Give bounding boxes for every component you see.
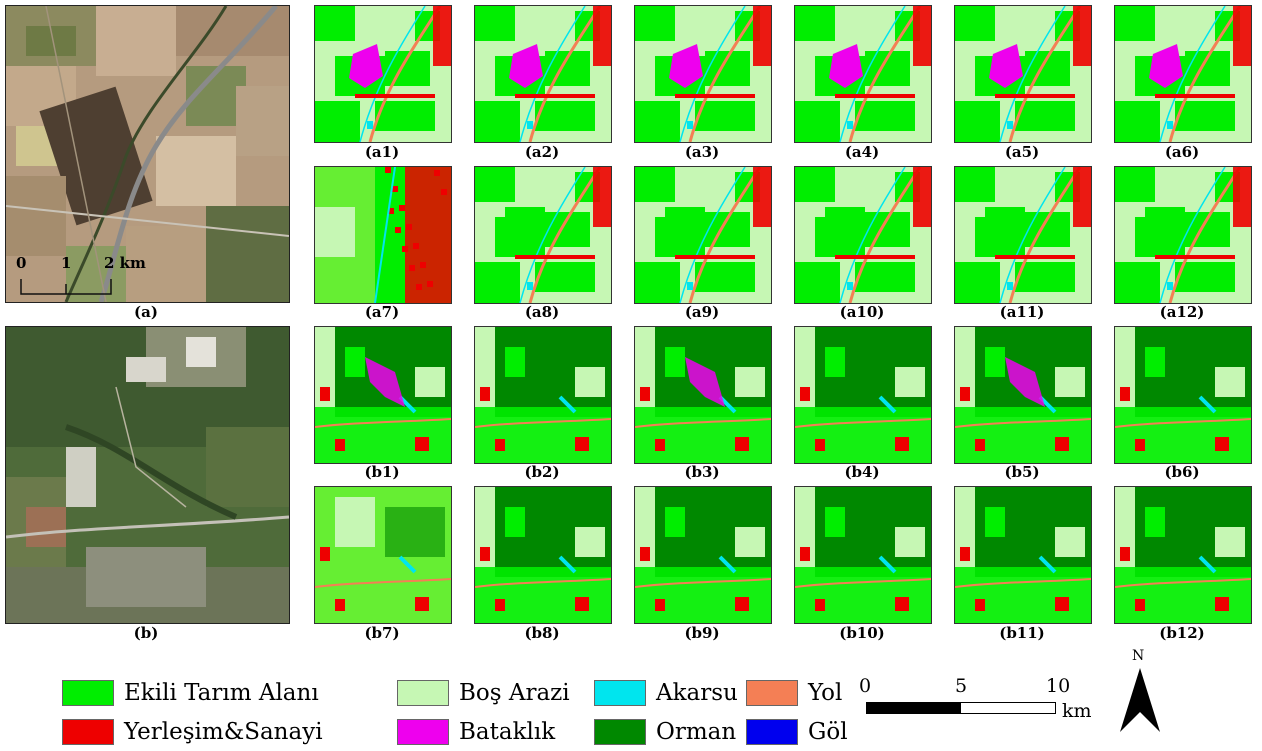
- satellite-scale-0: 0: [16, 254, 27, 272]
- map-label: (b7): [364, 624, 400, 642]
- legend-item: Göl: [746, 717, 848, 747]
- classification-map-b1: [314, 326, 452, 464]
- north-label: N: [1132, 648, 1145, 664]
- map-label: (a12): [1159, 303, 1205, 321]
- classification-map-a4: [794, 5, 932, 143]
- classification-map-a11: [954, 166, 1092, 304]
- scale-bar-tick-5: 5: [955, 675, 968, 697]
- map-label: (b1): [364, 463, 400, 481]
- scale-bar-tick-0: 0: [859, 675, 872, 697]
- classification-map-b12: [1114, 486, 1252, 624]
- map-label: (b9): [684, 624, 720, 642]
- classification-map-b4: [794, 326, 932, 464]
- classification-map-b10: [794, 486, 932, 624]
- satellite-scale-1: 1: [61, 254, 72, 272]
- legend-swatch: [62, 680, 114, 706]
- map-label: (a6): [1164, 143, 1200, 161]
- classification-map-a10: [794, 166, 932, 304]
- map-label: (a4): [844, 143, 880, 161]
- legend-label: Yerleşim&Sanayi: [124, 719, 323, 745]
- map-label: (a1): [364, 143, 400, 161]
- map-label: (b12): [1159, 624, 1205, 642]
- legend-swatch: [594, 719, 646, 745]
- legend-item: Yol: [746, 678, 842, 708]
- map-label: (b3): [684, 463, 720, 481]
- legend-swatch: [397, 719, 449, 745]
- map-label: (a8): [524, 303, 560, 321]
- legend-label: Ekili Tarım Alanı: [124, 680, 319, 706]
- scale-bar: [866, 702, 1056, 714]
- classification-map-a1: [314, 5, 452, 143]
- classification-map-a9: [634, 166, 772, 304]
- map-label: (a11): [999, 303, 1045, 321]
- classification-map-b3: [634, 326, 772, 464]
- map-label: (a5): [1004, 143, 1040, 161]
- map-label: (b11): [999, 624, 1045, 642]
- legend-item: Bataklık: [397, 717, 555, 747]
- satellite-image-a: 0 1 2 km: [5, 5, 290, 303]
- classification-map-b5: [954, 326, 1092, 464]
- map-label: (b5): [1004, 463, 1040, 481]
- classification-map-b9: [634, 486, 772, 624]
- legend-swatch: [746, 680, 798, 706]
- legend-label: Göl: [808, 719, 848, 745]
- classification-map-a8: [474, 166, 612, 304]
- classification-map-b7: [314, 486, 452, 624]
- classification-map-a12: [1114, 166, 1252, 304]
- satellite-scale-bar: 0 1 2 km: [16, 254, 146, 299]
- legend-swatch: [594, 680, 646, 706]
- legend-item: Orman: [594, 717, 736, 747]
- classification-map-a3: [634, 5, 772, 143]
- legend-swatch: [746, 719, 798, 745]
- legend-label: Yol: [808, 680, 843, 706]
- legend-label: Boş Arazi: [459, 680, 570, 706]
- map-label: (a9): [684, 303, 720, 321]
- scale-bar-unit: km: [1062, 700, 1092, 722]
- satellite-scale-2: 2 km: [104, 254, 146, 272]
- legend-item: Boş Arazi: [397, 678, 570, 708]
- legend-item: Ekili Tarım Alanı: [62, 678, 319, 708]
- map-label: (b2): [524, 463, 560, 481]
- panel-a-label: (a): [134, 303, 158, 321]
- legend-label: Orman: [656, 719, 737, 745]
- scale-bar-tick-10: 10: [1046, 675, 1071, 697]
- classification-map-a6: [1114, 5, 1252, 143]
- legend-label: Bataklık: [459, 719, 556, 745]
- classification-map-a5: [954, 5, 1092, 143]
- legend-item: Akarsu: [594, 678, 738, 708]
- map-label: (b10): [839, 624, 885, 642]
- map-label: (a2): [524, 143, 560, 161]
- legend-swatch: [62, 719, 114, 745]
- legend-swatch: [397, 680, 449, 706]
- map-label: (a7): [364, 303, 400, 321]
- classification-map-b8: [474, 486, 612, 624]
- satellite-image-b: [5, 326, 290, 624]
- map-label: (b6): [1164, 463, 1200, 481]
- classification-map-a7: [314, 166, 452, 304]
- map-label: (a3): [684, 143, 720, 161]
- map-label: (a10): [839, 303, 885, 321]
- map-label: (b8): [524, 624, 560, 642]
- panel-b-label: (b): [133, 624, 159, 642]
- classification-map-b2: [474, 326, 612, 464]
- classification-map-b11: [954, 486, 1092, 624]
- legend-item: Yerleşim&Sanayi: [62, 717, 323, 747]
- legend-label: Akarsu: [656, 680, 738, 706]
- map-label: (b4): [844, 463, 880, 481]
- classification-map-a2: [474, 5, 612, 143]
- classification-map-b6: [1114, 326, 1252, 464]
- north-arrow-icon: [1120, 668, 1160, 732]
